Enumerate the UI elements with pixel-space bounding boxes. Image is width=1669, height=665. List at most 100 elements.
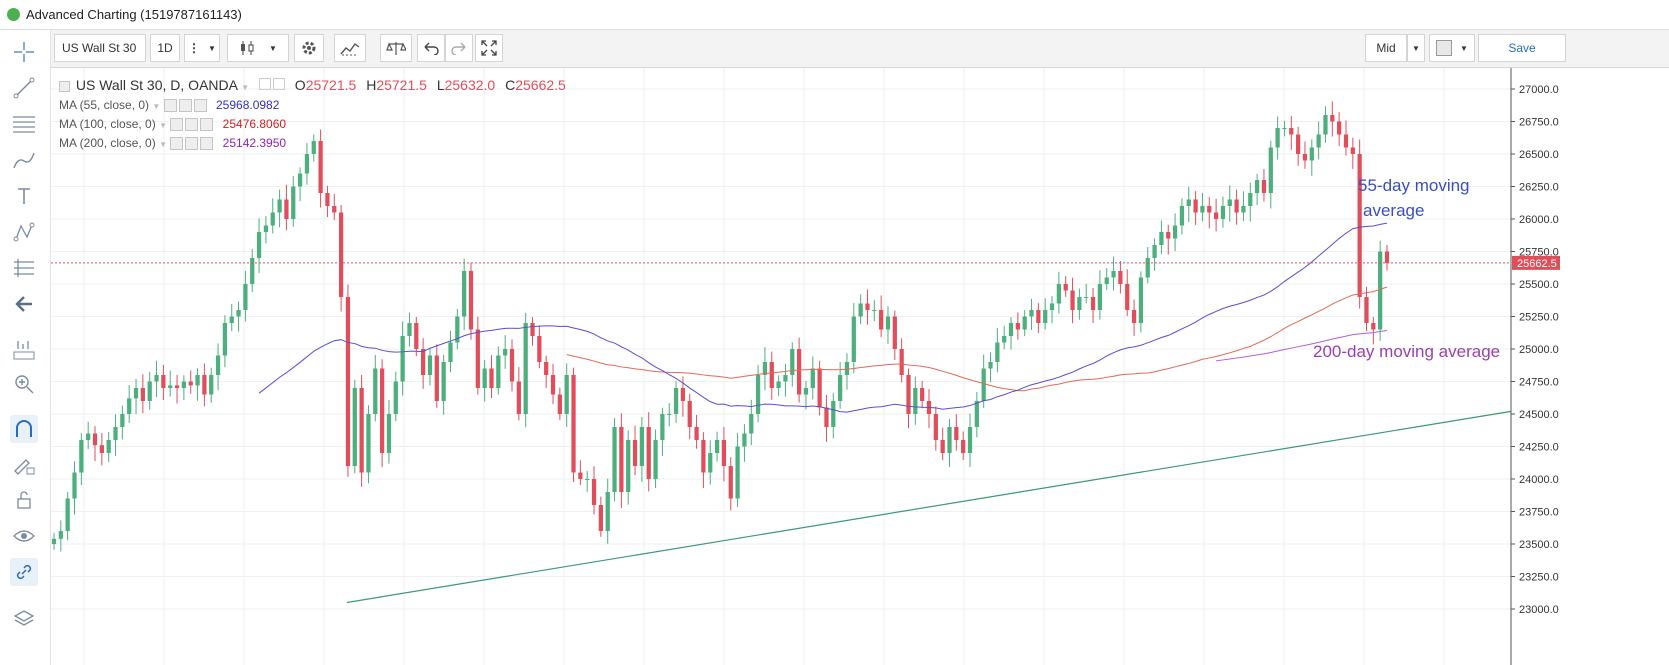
- pattern-icon[interactable]: [10, 218, 38, 246]
- candle-body: [1179, 206, 1185, 226]
- candle-body: [1371, 323, 1376, 330]
- eye-toggle-icon[interactable]: [170, 137, 184, 151]
- settings-button[interactable]: [294, 34, 324, 62]
- candle-body: [851, 316, 856, 362]
- save-button[interactable]: Save: [1478, 34, 1566, 62]
- y-tick-label: 26500.0: [1519, 149, 1559, 161]
- candle-body: [277, 199, 282, 213]
- eye-icon[interactable]: [10, 522, 38, 550]
- candle-body: [113, 427, 118, 440]
- settings-toggle-icon[interactable]: [272, 78, 285, 90]
- measure-icon[interactable]: [10, 254, 38, 282]
- trend-line-icon[interactable]: [10, 74, 38, 102]
- price-mode-button[interactable]: Mid: [1365, 34, 1407, 62]
- legend-c-value: 25662.5: [515, 77, 566, 93]
- candle-body: [455, 316, 460, 343]
- y-tick-label: 26250.0: [1519, 182, 1559, 194]
- redo-button[interactable]: [445, 34, 473, 62]
- eye-toggle-icon[interactable]: [170, 118, 184, 132]
- chart-area[interactable]: 27000.0 26750.0 26500.0 26250.0 26000.0 25750…: [51, 68, 1669, 665]
- candle-body: [263, 225, 269, 232]
- candle-body: [1015, 323, 1020, 330]
- candle-body: [974, 401, 979, 427]
- undo-icon: [424, 42, 439, 55]
- candle-body: [1002, 336, 1007, 343]
- theme-button[interactable]: ▼: [1429, 34, 1475, 62]
- zoom-in-icon[interactable]: [10, 370, 38, 398]
- settings-toggle-icon[interactable]: [185, 118, 199, 132]
- candle-body: [885, 316, 891, 330]
- chevron-down-icon[interactable]: ▼: [241, 83, 250, 92]
- candle-body: [694, 427, 699, 440]
- y-tick-label: 23750.0: [1519, 507, 1559, 519]
- candle-body: [1316, 134, 1321, 148]
- candle-body: [1207, 206, 1212, 213]
- candle-body: [1090, 297, 1096, 310]
- price-chart[interactable]: 27000.0 26750.0 26500.0 26250.0 26000.0 25750…: [51, 68, 1669, 665]
- interval-button[interactable]: 1D: [150, 34, 180, 62]
- brush-icon[interactable]: [10, 146, 38, 174]
- chevron-down-icon[interactable]: ▼: [159, 121, 167, 130]
- close-icon[interactable]: [200, 137, 214, 151]
- candle-body: [421, 349, 426, 375]
- lock-drawing-icon[interactable]: [10, 450, 38, 478]
- eye-toggle-icon[interactable]: [258, 78, 271, 90]
- candle-body: [236, 310, 241, 317]
- candle-body: [1248, 193, 1253, 206]
- window-titlebar: Advanced Charting (1519787161143): [0, 0, 1669, 30]
- symbol-search-button[interactable]: US Wall St 30: [54, 34, 146, 62]
- compare-button[interactable]: [380, 34, 412, 62]
- ruler-icon[interactable]: [10, 336, 38, 364]
- candle-body: [256, 232, 262, 258]
- magnet-icon[interactable]: [10, 415, 38, 443]
- legend-title: US Wall St 30, D, OANDA: [75, 77, 238, 93]
- candle-body: [1350, 147, 1355, 154]
- lock-icon[interactable]: [10, 486, 38, 514]
- candle-body: [755, 375, 761, 414]
- link-icon[interactable]: [10, 558, 38, 586]
- candle-body: [1220, 206, 1226, 219]
- crosshair-icon[interactable]: [10, 38, 38, 66]
- legend-l-label: L: [436, 77, 445, 93]
- interval-dropdown[interactable]: ⋮ ▼: [184, 34, 220, 62]
- candle-body: [1323, 115, 1328, 135]
- close-icon[interactable]: [193, 99, 207, 113]
- back-arrow-icon[interactable]: [10, 290, 38, 318]
- indicators-button[interactable]: [334, 34, 366, 62]
- fib-icon[interactable]: [10, 110, 38, 138]
- candle-body: [291, 186, 296, 219]
- eye-toggle-icon[interactable]: [163, 99, 177, 113]
- collapse-icon[interactable]: [59, 80, 70, 92]
- candle-body: [475, 329, 480, 388]
- layers-icon[interactable]: [10, 604, 38, 632]
- y-tick-label: 24500.0: [1519, 409, 1559, 421]
- candle-body: [489, 368, 494, 388]
- candle-body: [168, 385, 173, 388]
- fullscreen-button[interactable]: [475, 34, 503, 62]
- candle-body: [1384, 251, 1390, 263]
- settings-toggle-icon[interactable]: [185, 137, 199, 151]
- chevron-down-icon[interactable]: ▼: [152, 102, 161, 111]
- legend-l-value: 25632.0: [444, 77, 496, 93]
- y-tick-label: 23500.0: [1519, 539, 1559, 551]
- chevron-down-icon[interactable]: ▼: [159, 140, 167, 149]
- candle-body: [393, 381, 398, 414]
- legend-study-ma55: MA (55, close, 0) ▼ 25968.0982: [59, 98, 279, 113]
- candle-body: [133, 388, 139, 399]
- y-tick-label: 25500.0: [1519, 279, 1559, 291]
- chevron-down-icon: ▼: [1460, 43, 1468, 53]
- candle-body: [1296, 134, 1301, 154]
- price-mode-dropdown[interactable]: ▼: [1407, 34, 1425, 62]
- candle-body: [591, 479, 597, 505]
- candle-body: [1343, 134, 1349, 148]
- settings-toggle-icon[interactable]: [178, 99, 192, 113]
- candle-body: [1070, 290, 1075, 310]
- text-icon[interactable]: [10, 182, 38, 210]
- close-icon[interactable]: [200, 118, 214, 132]
- y-tick-label: 24750.0: [1519, 377, 1559, 389]
- chart-type-button[interactable]: ▼: [227, 34, 289, 62]
- candle-body: [981, 368, 986, 401]
- legend-o-value: 25721.5: [305, 77, 357, 93]
- undo-button[interactable]: [417, 34, 445, 62]
- study-value: 25476.8060: [222, 117, 287, 131]
